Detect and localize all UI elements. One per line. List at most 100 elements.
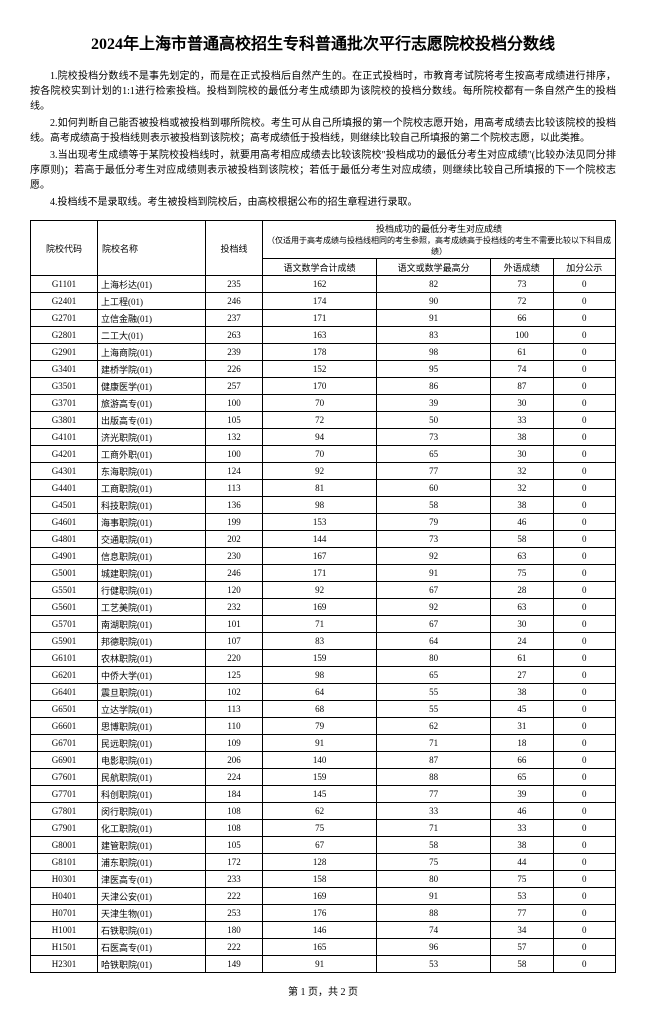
cell-s1: 170 bbox=[263, 378, 377, 395]
cell-name: 出版高专(01) bbox=[98, 412, 206, 429]
cell-s2: 77 bbox=[377, 463, 491, 480]
cell-s1: 70 bbox=[263, 395, 377, 412]
cell-s4: 0 bbox=[553, 888, 615, 905]
table-row: G4601海事职院(01)19915379460 bbox=[31, 514, 616, 531]
cell-s4: 0 bbox=[553, 667, 615, 684]
cell-s2: 55 bbox=[377, 684, 491, 701]
cell-name: 立信金融(01) bbox=[98, 310, 206, 327]
cell-name: 科技职院(01) bbox=[98, 497, 206, 514]
cell-s2: 67 bbox=[377, 616, 491, 633]
cell-s4: 0 bbox=[553, 327, 615, 344]
cell-name: 闵行职院(01) bbox=[98, 803, 206, 820]
cell-s3: 32 bbox=[491, 463, 554, 480]
table-row: G7901化工职院(01)1087571330 bbox=[31, 820, 616, 837]
cell-code: G5501 bbox=[31, 582, 98, 599]
cell-s3: 38 bbox=[491, 497, 554, 514]
cell-name: 民航职院(01) bbox=[98, 769, 206, 786]
cell-s4: 0 bbox=[553, 633, 615, 650]
cell-line: 120 bbox=[206, 582, 263, 599]
cell-name: 科创职院(01) bbox=[98, 786, 206, 803]
cell-name: 健康医学(01) bbox=[98, 378, 206, 395]
table-row: H2301哈铁职院(01)1499153580 bbox=[31, 956, 616, 973]
table-row: G3401建桥学院(01)22615295740 bbox=[31, 361, 616, 378]
cell-name: 城建职院(01) bbox=[98, 565, 206, 582]
cell-code: G3801 bbox=[31, 412, 98, 429]
cell-code: H0401 bbox=[31, 888, 98, 905]
cell-line: 136 bbox=[206, 497, 263, 514]
cell-name: 农林职院(01) bbox=[98, 650, 206, 667]
cell-line: 172 bbox=[206, 854, 263, 871]
cell-code: G4601 bbox=[31, 514, 98, 531]
table-row: G4901信息职院(01)23016792630 bbox=[31, 548, 616, 565]
cell-s1: 169 bbox=[263, 599, 377, 616]
cell-code: G4401 bbox=[31, 480, 98, 497]
table-row: G6501立达学院(01)1136855450 bbox=[31, 701, 616, 718]
cell-name: 工艺美院(01) bbox=[98, 599, 206, 616]
cell-s4: 0 bbox=[553, 582, 615, 599]
cell-s3: 27 bbox=[491, 667, 554, 684]
th-code: 院校代码 bbox=[31, 221, 98, 276]
cell-s1: 167 bbox=[263, 548, 377, 565]
cell-s4: 0 bbox=[553, 378, 615, 395]
cell-code: G5701 bbox=[31, 616, 98, 633]
th-line: 投档线 bbox=[206, 221, 263, 276]
cell-s3: 53 bbox=[491, 888, 554, 905]
cell-code: H2301 bbox=[31, 956, 98, 973]
cell-s1: 128 bbox=[263, 854, 377, 871]
cell-s4: 0 bbox=[553, 684, 615, 701]
cell-s2: 90 bbox=[377, 293, 491, 310]
cell-line: 132 bbox=[206, 429, 263, 446]
cell-s1: 146 bbox=[263, 922, 377, 939]
cell-s4: 0 bbox=[553, 446, 615, 463]
cell-line: 125 bbox=[206, 667, 263, 684]
cell-line: 149 bbox=[206, 956, 263, 973]
cell-name: 上海杉达(01) bbox=[98, 276, 206, 293]
cell-s4: 0 bbox=[553, 854, 615, 871]
cell-s1: 91 bbox=[263, 956, 377, 973]
cell-name: 行健职院(01) bbox=[98, 582, 206, 599]
th-name: 院校名称 bbox=[98, 221, 206, 276]
th-group-title: 投档成功的最低分考生对应成绩 （仅适用于高考成绩与投档线相同的考生参照，高考成绩… bbox=[263, 221, 616, 259]
table-row: G4501科技职院(01)1369858380 bbox=[31, 497, 616, 514]
cell-line: 202 bbox=[206, 531, 263, 548]
cell-s3: 24 bbox=[491, 633, 554, 650]
cell-name: 电影职院(01) bbox=[98, 752, 206, 769]
cell-line: 206 bbox=[206, 752, 263, 769]
score-table: 院校代码 院校名称 投档线 投档成功的最低分考生对应成绩 （仅适用于高考成绩与投… bbox=[30, 220, 616, 973]
cell-name: 化工职院(01) bbox=[98, 820, 206, 837]
cell-s2: 73 bbox=[377, 531, 491, 548]
cell-s2: 65 bbox=[377, 446, 491, 463]
cell-s2: 91 bbox=[377, 310, 491, 327]
cell-code: G6701 bbox=[31, 735, 98, 752]
cell-s3: 87 bbox=[491, 378, 554, 395]
cell-name: 交通职院(01) bbox=[98, 531, 206, 548]
cell-s4: 0 bbox=[553, 820, 615, 837]
table-row: G4201工商外职(01)1007065300 bbox=[31, 446, 616, 463]
cell-s2: 87 bbox=[377, 752, 491, 769]
cell-s2: 95 bbox=[377, 361, 491, 378]
cell-line: 180 bbox=[206, 922, 263, 939]
cell-s4: 0 bbox=[553, 412, 615, 429]
cell-name: 天津公安(01) bbox=[98, 888, 206, 905]
cell-s1: 81 bbox=[263, 480, 377, 497]
cell-s2: 39 bbox=[377, 395, 491, 412]
cell-s3: 100 bbox=[491, 327, 554, 344]
cell-line: 101 bbox=[206, 616, 263, 633]
cell-s2: 71 bbox=[377, 735, 491, 752]
table-row: G1101上海杉达(01)23516282730 bbox=[31, 276, 616, 293]
cell-s4: 0 bbox=[553, 769, 615, 786]
cell-s2: 96 bbox=[377, 939, 491, 956]
cell-s3: 28 bbox=[491, 582, 554, 599]
cell-s3: 45 bbox=[491, 701, 554, 718]
table-row: G5901邦德职院(01)1078364240 bbox=[31, 633, 616, 650]
cell-s3: 61 bbox=[491, 344, 554, 361]
cell-name: 天津生物(01) bbox=[98, 905, 206, 922]
cell-code: G4901 bbox=[31, 548, 98, 565]
cell-s1: 62 bbox=[263, 803, 377, 820]
cell-s4: 0 bbox=[553, 803, 615, 820]
cell-s4: 0 bbox=[553, 939, 615, 956]
cell-s2: 65 bbox=[377, 667, 491, 684]
table-row: G2901上海商院(01)23917898610 bbox=[31, 344, 616, 361]
cell-s4: 0 bbox=[553, 429, 615, 446]
cell-line: 110 bbox=[206, 718, 263, 735]
